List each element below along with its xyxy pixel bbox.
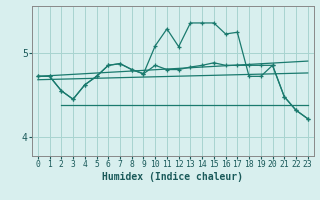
X-axis label: Humidex (Indice chaleur): Humidex (Indice chaleur) (102, 172, 243, 182)
